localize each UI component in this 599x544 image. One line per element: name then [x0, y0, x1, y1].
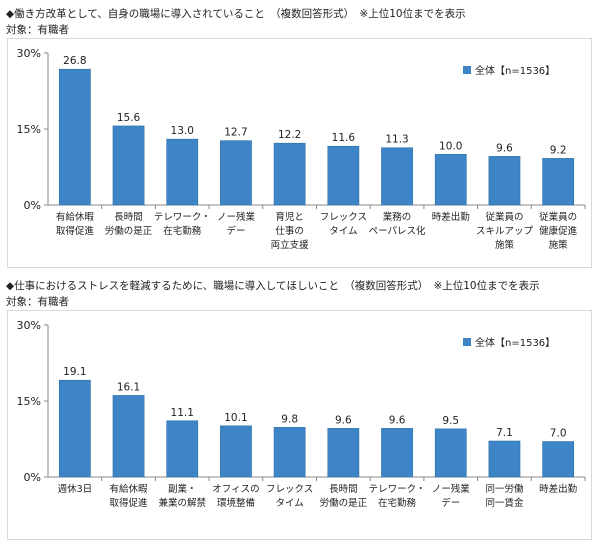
y-tick-label: 0%: [24, 199, 41, 212]
y-tick-label: 0%: [24, 471, 41, 484]
data-label: 19.1: [63, 366, 86, 378]
x-tick-label: 兼業の解禁: [158, 497, 206, 509]
bar: [220, 425, 252, 478]
bar: [112, 125, 145, 206]
data-label: 9.6: [389, 414, 406, 426]
data-label: 11.3: [385, 134, 408, 146]
x-tick-label: 労働の是正: [105, 225, 153, 237]
y-tick-label: 15%: [17, 123, 41, 136]
bar: [220, 140, 252, 206]
data-label: 13.0: [171, 125, 194, 137]
data-label: 12.7: [224, 127, 247, 139]
x-tick-label: テレワーク・: [154, 212, 211, 223]
chart-2-panel: 0% 15% 30% 19.1 週休3日 16.1 有給休暇取得促進 11.1 副業・兼業の解禁…: [7, 310, 592, 540]
data-label: 26.8: [63, 55, 86, 67]
bar: [273, 142, 306, 206]
data-label: 9.5: [442, 415, 459, 427]
bar: [58, 379, 91, 478]
bar: [542, 441, 575, 478]
x-tick-label: 仕事の: [275, 225, 304, 237]
x-tick-label: 在宅勤務: [163, 225, 202, 237]
x-tick-label: 長時間: [114, 212, 143, 223]
data-label: 10.1: [224, 412, 247, 424]
x-tick-label: 環境整備: [217, 497, 255, 509]
x-tick-label: 週休3日: [58, 483, 93, 495]
data-label: 15.6: [117, 112, 141, 124]
chart-1-panel: 0% 15% 30% 26.8 有給休暇取得促進 15.6 長時間労働の是正 13.0 テレワー…: [7, 38, 592, 268]
x-tick-label: 時差出勤: [539, 483, 577, 495]
bar: [327, 428, 360, 478]
x-tick-label: 業務の: [383, 211, 412, 223]
x-tick-label: 施策: [495, 239, 515, 251]
x-tick-label: フレックス: [320, 212, 367, 223]
bar: [166, 138, 199, 206]
legend-label: 全体【n=1536】: [475, 64, 555, 77]
data-label: 12.2: [278, 129, 301, 141]
x-tick-label: 育児と: [275, 211, 304, 223]
bar: [327, 145, 360, 206]
chart-1-subtitle: 対象：有職者: [6, 24, 69, 36]
data-label: 7.0: [550, 428, 567, 440]
x-tick-label: 従業員の: [485, 211, 523, 223]
x-tick-label: 有給休暇: [110, 483, 149, 495]
chart-2-title: ◆仕事におけるストレスを軽減するために、職場に導入してほしいこと （複数回答形式…: [6, 280, 540, 292]
x-tick-label: タイム: [275, 498, 303, 509]
x-tick-label: 有給休暇: [56, 211, 95, 223]
x-tick-label: 両立支援: [271, 239, 310, 251]
y-tick-label: 30%: [17, 47, 41, 60]
data-label: 9.6: [335, 414, 352, 426]
data-label: 10.0: [439, 140, 462, 152]
data-label: 9.2: [550, 144, 567, 156]
x-tick-label: デー: [226, 225, 245, 237]
x-tick-label: 副業・: [168, 483, 197, 495]
x-tick-label: 施策: [549, 239, 569, 251]
data-label: 16.1: [117, 381, 140, 393]
data-label: 11.6: [332, 132, 356, 144]
y-tick-label: 30%: [17, 319, 41, 332]
bar: [488, 156, 521, 206]
x-tick-label: 同一労働: [485, 483, 524, 495]
bar: [542, 158, 575, 206]
x-tick-label: フレックス: [266, 484, 313, 495]
x-tick-label: 同一賃金: [485, 497, 524, 509]
x-tick-label: テレワーク・: [369, 484, 426, 495]
data-label: 9.6: [496, 142, 513, 154]
chart-1-title: ◆働き方改革として、自身の職場に導入されていること （複数回答形式） ※上位10…: [6, 8, 466, 20]
bar: [112, 395, 145, 478]
data-label: 7.1: [496, 427, 513, 439]
bar: [166, 420, 199, 478]
x-tick-label: 長時間: [329, 484, 358, 495]
bar: [434, 154, 467, 206]
x-tick-label: デー: [441, 497, 460, 509]
x-tick-label: 時差出勤: [432, 211, 470, 223]
x-tick-label: 健康促進: [539, 225, 578, 237]
y-tick-label: 15%: [17, 395, 41, 408]
bar: [434, 428, 467, 478]
bar: [381, 147, 413, 206]
x-tick-label: スキルアップ: [476, 226, 534, 237]
x-tick-label: オフィスの: [212, 484, 259, 495]
x-tick-label: 取得促進: [56, 225, 95, 237]
chart-2-subtitle: 対象：有職者: [6, 296, 69, 308]
bar: [488, 440, 521, 478]
x-tick-label: タイム: [329, 226, 357, 237]
x-tick-label: 在宅勤務: [378, 497, 417, 509]
data-label: 9.8: [281, 413, 298, 425]
bar: [58, 68, 91, 206]
x-tick-label: ノー残業: [217, 211, 256, 223]
x-tick-label: 従業員の: [539, 211, 577, 223]
x-tick-label: ペーパレス化: [369, 225, 426, 237]
bar: [381, 428, 413, 478]
bar: [273, 427, 306, 478]
x-tick-label: 取得促進: [110, 497, 149, 509]
data-label: 11.1: [171, 407, 194, 419]
x-tick-label: 労働の是正: [320, 497, 368, 509]
legend-label: 全体【n=1536】: [475, 336, 555, 349]
legend-swatch: [463, 338, 471, 346]
legend-swatch: [463, 66, 471, 74]
x-tick-label: ノー残業: [432, 483, 471, 495]
